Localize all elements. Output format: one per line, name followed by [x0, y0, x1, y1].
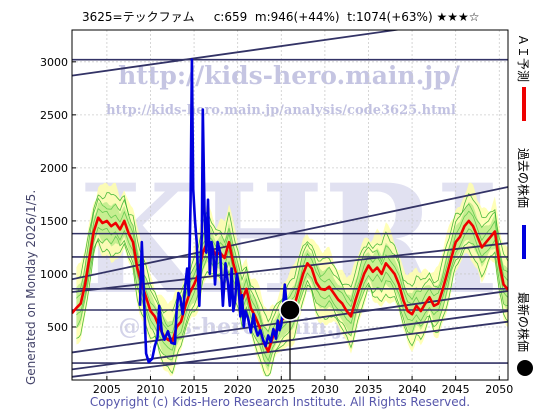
x-tick-label: 2015 — [180, 383, 208, 396]
watermark-url-main: http://kids-hero.main.jp/ — [118, 61, 461, 90]
x-tick-label: 2025 — [267, 383, 295, 396]
latest-price-marker — [279, 299, 301, 321]
forecast-band-line — [76, 192, 509, 323]
past-price-line — [138, 58, 291, 364]
chart-header: 3625=テックファム c:659 m:946(+44%) t:1074(+63… — [82, 8, 480, 25]
forecast-band-core — [76, 202, 509, 372]
latest-marker-layer — [279, 299, 301, 380]
legend-ai-swatch — [522, 87, 526, 121]
legend-latest-label: 最新の株価 — [516, 292, 531, 352]
axis-layer: 2005 2010 2015 2020 2025 2030 2035 2040 2045 2050… — [40, 29, 513, 396]
forecast-band — [76, 182, 509, 377]
copyright-footer: Copyright (c) Kids-Hero Research Institu… — [89, 395, 471, 409]
x-tick-label: 2005 — [93, 383, 121, 396]
star-rating: ★★★☆ — [436, 10, 480, 24]
legend-ai-label: ＡＩ予測 — [516, 34, 530, 82]
plot-frame — [71, 29, 509, 381]
trend-line — [72, 186, 508, 281]
x-tick-label: 2035 — [354, 383, 382, 396]
y-tick-label: 1000 — [40, 268, 68, 281]
x-tick-label: 2020 — [224, 383, 252, 396]
x-tick-label: 2010 — [136, 383, 164, 396]
current-price: c:659 — [213, 10, 248, 24]
stock-title: 3625=テックファム — [82, 10, 195, 24]
side-legend: ＡＩ予測 過去の株価 最新の株価 — [516, 34, 533, 376]
generated-date: Generated on Monday 2026/1/5. — [24, 189, 38, 385]
legend-past-label: 過去の株価 — [516, 148, 531, 208]
y-tick-label: 500 — [47, 321, 68, 334]
forecast-band-line — [76, 208, 509, 345]
forecast-band-line — [76, 235, 509, 367]
x-tick-label: 2030 — [311, 383, 339, 396]
trend-line — [72, 30, 402, 77]
y-tick-label: 2500 — [40, 109, 68, 122]
x-tick-label: 2045 — [442, 383, 470, 396]
x-tick-label: 2050 — [485, 383, 513, 396]
legend-latest-marker — [517, 360, 533, 376]
legend-past-swatch — [522, 225, 526, 259]
top-target: t:1074(+63%) — [347, 10, 433, 24]
y-tick-label: 3000 — [40, 56, 68, 69]
y-tick-label: 2000 — [40, 162, 68, 175]
mid-target: m:946(+44%) — [254, 10, 340, 24]
y-tick-label: 1500 — [40, 215, 68, 228]
x-tick-label: 2040 — [398, 383, 426, 396]
